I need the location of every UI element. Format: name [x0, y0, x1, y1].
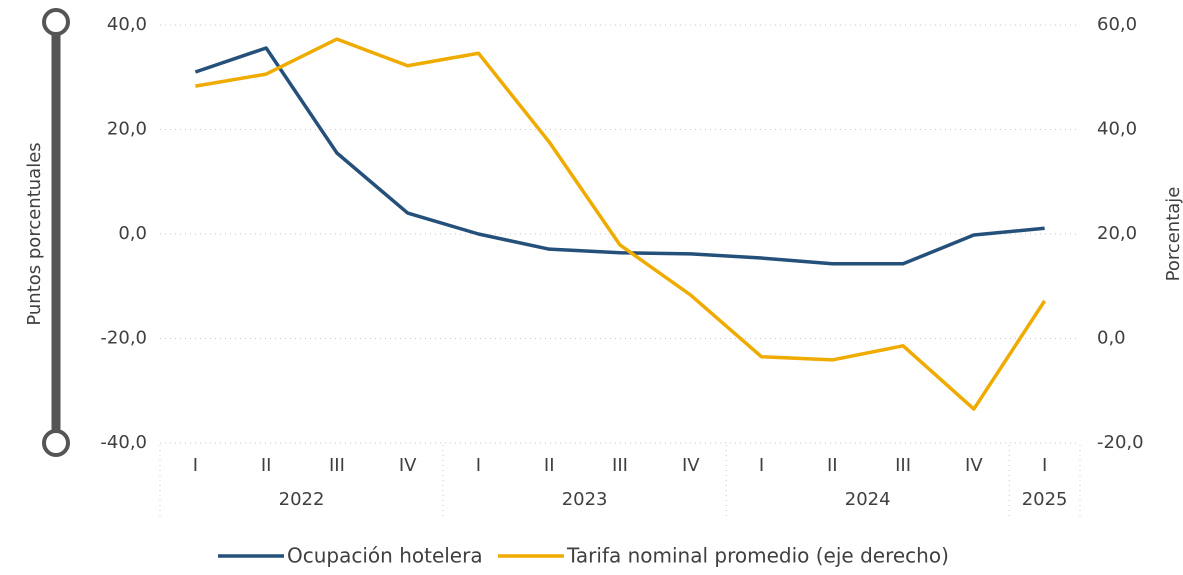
y2-tick-label: 20,0 — [1097, 223, 1137, 244]
y2-tick-label: -20,0 — [1097, 432, 1144, 453]
y2-tick-label: 40,0 — [1097, 119, 1137, 140]
x-tick-label: IV — [682, 455, 700, 476]
slider-decoration — [42, 8, 70, 457]
x-tick-label: II — [827, 455, 838, 476]
x-tick-label: IV — [399, 455, 417, 476]
x-tick-label: I — [193, 455, 198, 476]
legend-label: Ocupación hotelera — [287, 544, 483, 568]
x-tick-label: I — [476, 455, 481, 476]
y2-tick-label: 60,0 — [1097, 14, 1137, 35]
legend-label: Tarifa nominal promedio (eje derecho) — [566, 544, 949, 568]
x-tick-label: III — [612, 455, 628, 476]
slider-handle — [42, 8, 70, 36]
slider-handle — [42, 429, 70, 457]
y-tick-label: -40,0 — [100, 432, 147, 453]
series-line — [195, 37, 1047, 411]
x-tick-label: III — [329, 455, 345, 476]
y2-axis-label: Porcentaje — [1163, 187, 1183, 282]
x-group-label: 2022 — [279, 489, 325, 510]
y2-tick-label: 0,0 — [1097, 328, 1126, 349]
x-tick-label: I — [1042, 455, 1047, 476]
y-tick-label: -20,0 — [100, 328, 147, 349]
x-tick-label: I — [759, 455, 764, 476]
y-tick-label: 40,0 — [107, 14, 147, 35]
x-tick-label: II — [544, 455, 555, 476]
series-line — [194, 46, 1045, 266]
y-tick-label: 0,0 — [118, 223, 147, 244]
x-tick-label: II — [261, 455, 272, 476]
x-tick-label: IV — [965, 455, 983, 476]
x-group-label: 2025 — [1022, 489, 1068, 510]
y-tick-label: 20,0 — [107, 119, 147, 140]
x-tick-label: III — [895, 455, 911, 476]
x-group-label: 2023 — [562, 489, 608, 510]
x-group-label: 2024 — [845, 489, 891, 510]
y-axis-label: Puntos porcentuales — [24, 142, 45, 325]
